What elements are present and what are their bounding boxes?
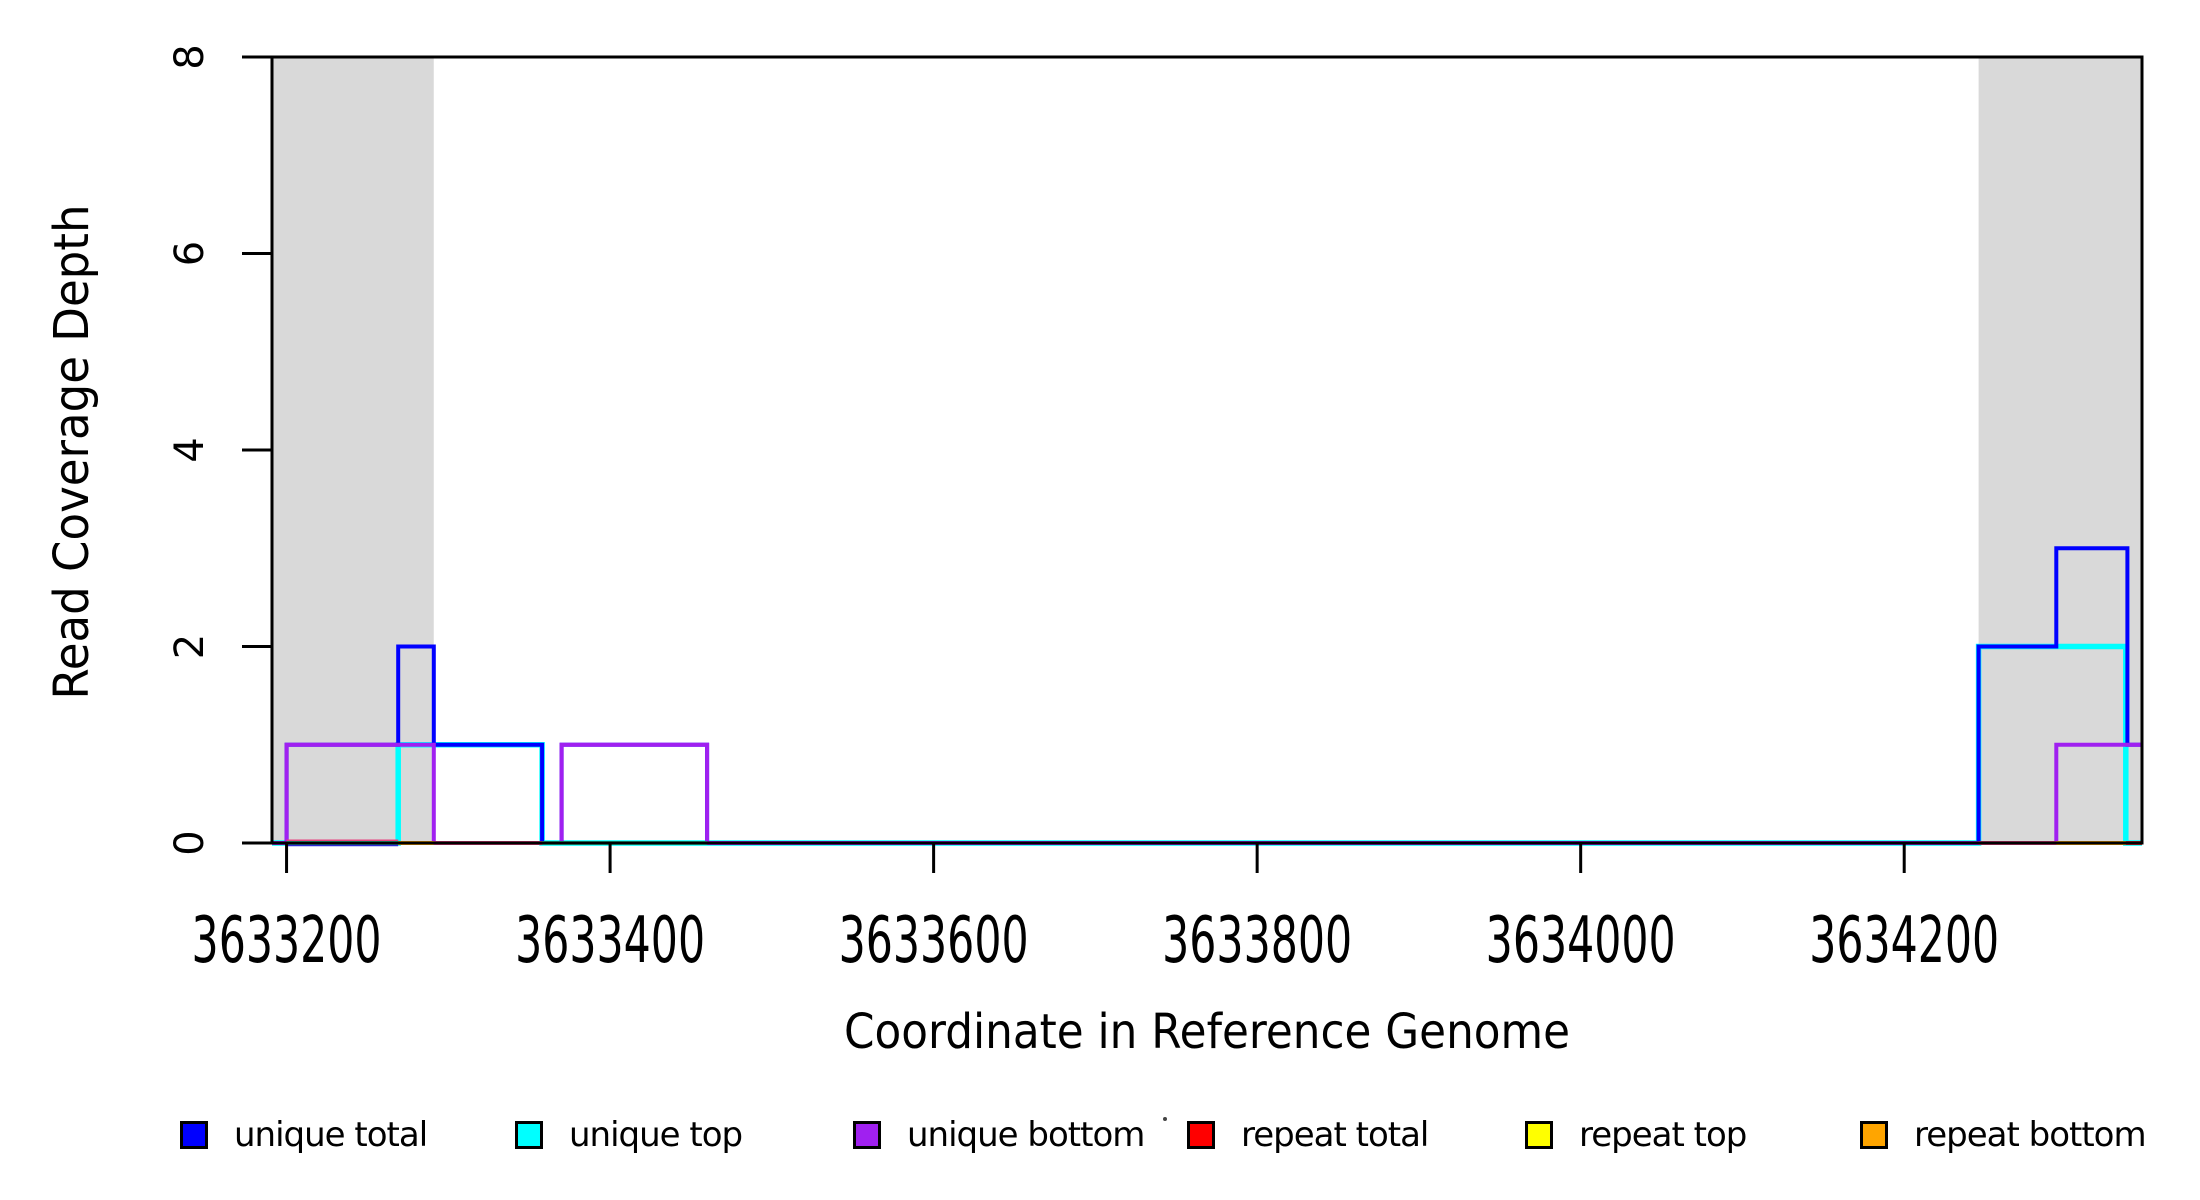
legend-label-repeat-bottom: repeat bottom — [1914, 1115, 2147, 1155]
legend-item-unique-total: unique total — [180, 1115, 428, 1155]
legend-item-repeat-top: repeat top — [1525, 1115, 1747, 1155]
stray-dot — [1163, 1117, 1167, 1121]
y-tick-label-8: 8 — [167, 44, 213, 69]
x-tick-label-3633200: 3633200 — [192, 904, 382, 978]
legend-label-repeat-total: repeat total — [1241, 1115, 1429, 1155]
plot-border — [270, 55, 2144, 845]
legend-swatch-unique-bottom — [853, 1121, 881, 1149]
x-axis-title: Coordinate in Reference Genome — [844, 1004, 1570, 1060]
highlight-region-1 — [272, 57, 434, 843]
y-tick-label-2: 2 — [167, 634, 213, 659]
series-unique-top-line — [272, 643, 2142, 846]
legend-label-repeat-top: repeat top — [1579, 1115, 1747, 1155]
x-tick-label-3634200: 3634200 — [1809, 904, 1999, 978]
legend: unique total unique top unique bottom repea… — [0, 0, 2200, 1153]
legend-item-repeat-total: repeat total — [1187, 1115, 1429, 1155]
x-tick-label-3633800: 3633800 — [1162, 904, 1352, 978]
legend-label-unique-total: unique total — [234, 1115, 428, 1155]
legend-swatch-unique-top — [515, 1121, 543, 1149]
legend-item-unique-top: unique top — [515, 1115, 743, 1155]
x-tick-label-3634000: 3634000 — [1486, 904, 1676, 978]
legend-label-unique-top: unique top — [569, 1115, 743, 1155]
y-tick-label-6: 6 — [167, 241, 213, 266]
y-tick-label-4: 4 — [167, 437, 213, 462]
x-tick-label-3633600: 3633600 — [839, 904, 1029, 978]
series-unique-total-line — [272, 546, 2142, 845]
legend-swatch-repeat-bottom — [1860, 1121, 1888, 1149]
legend-item-repeat-bottom: repeat bottom — [1860, 1115, 2147, 1155]
legend-label-unique-bottom: unique bottom — [907, 1115, 1145, 1155]
y-tick-label-0: 0 — [167, 830, 213, 855]
legend-swatch-repeat-top — [1525, 1121, 1553, 1149]
legend-swatch-repeat-total — [1187, 1121, 1215, 1149]
legend-swatch-unique-total — [180, 1121, 208, 1149]
x-tick-label-3633400: 3633400 — [515, 904, 705, 978]
y-axis-title: Read Coverage Depth — [44, 205, 100, 700]
legend-item-unique-bottom: unique bottom — [853, 1115, 1145, 1155]
highlight-region-2 — [1978, 57, 2142, 843]
series-unique-bottom-line — [272, 742, 2142, 845]
